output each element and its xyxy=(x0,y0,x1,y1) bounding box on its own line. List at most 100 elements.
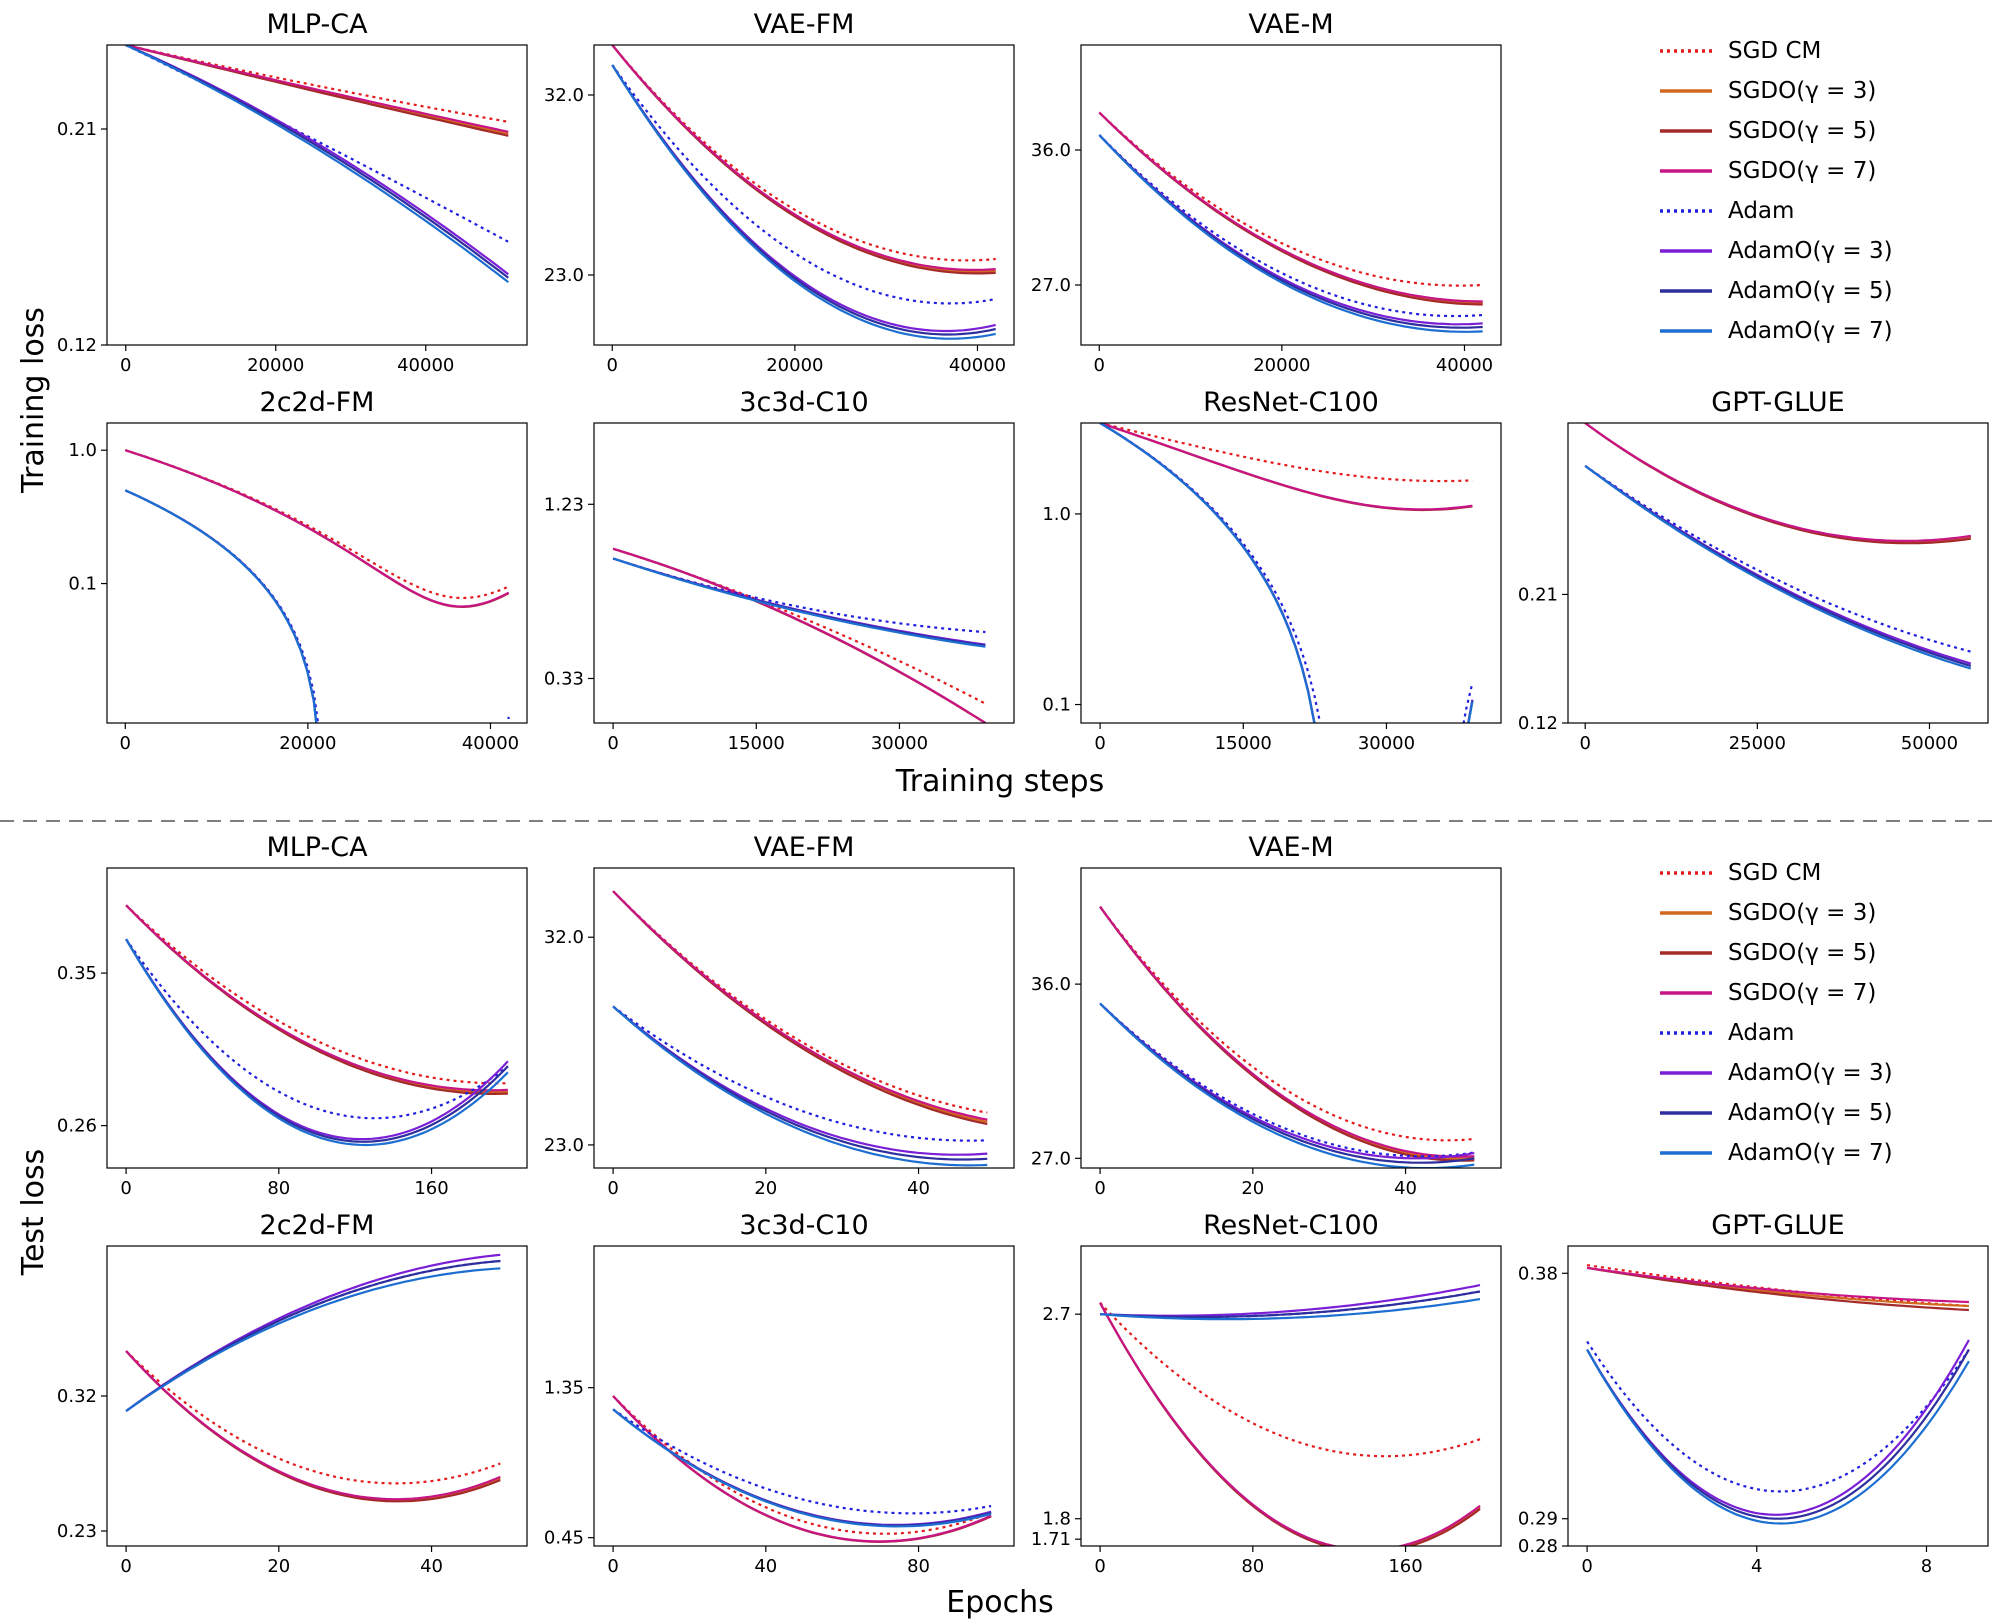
panel-title: 2c2d-FM xyxy=(260,1210,375,1241)
axes-frame xyxy=(1080,422,1502,724)
x-tick-label: 0 xyxy=(120,1178,131,1199)
x-tick-label: 20000 xyxy=(279,733,336,754)
axes-frame xyxy=(593,44,1015,346)
x-tick-label: 15000 xyxy=(728,733,785,754)
panel-5: ResNet-C100 0 15000 30000 1.0 0.1 xyxy=(1042,387,1502,754)
legend-label: SGD CM xyxy=(1728,860,1821,886)
x-tick-label: 20 xyxy=(1241,1178,1264,1199)
series-adamo-7- xyxy=(612,1408,992,1528)
x-tick-label: 160 xyxy=(1388,1556,1422,1577)
series-adamo-7- xyxy=(612,557,986,648)
series-sgdo-3- xyxy=(1099,1302,1481,1546)
y-tick-label: 36.0 xyxy=(1031,974,1071,995)
axes-frame xyxy=(1080,867,1502,1169)
series-adamo-5- xyxy=(1584,465,1972,667)
series-adamo-3- xyxy=(1098,134,1483,326)
series-adamo-7- xyxy=(611,64,996,340)
series-sgdo-7- xyxy=(612,890,988,1121)
x-tick-label: 4 xyxy=(1751,1556,1762,1577)
y-tick-label: 1.35 xyxy=(544,1378,584,1399)
panel-title: VAE-M xyxy=(1248,9,1333,40)
x-tick-label: 8 xyxy=(1921,1556,1932,1577)
y-tick-label: 36.0 xyxy=(1031,140,1071,161)
series-sgd-cm xyxy=(125,1350,501,1485)
legend-label: AdamO(γ = 7) xyxy=(1728,1140,1893,1166)
series-sgd-cm xyxy=(1098,111,1483,287)
y-tick-label: 0.32 xyxy=(57,1386,97,1407)
legend-label: SGDO(γ = 5) xyxy=(1728,118,1876,144)
x-tick-label: 80 xyxy=(1241,1556,1264,1577)
series-sgd-cm xyxy=(612,890,988,1114)
panel-2: VAE-M 0 20000 40000 36.0 27.0 xyxy=(1031,9,1502,376)
series-sgdo-7- xyxy=(125,45,509,133)
series-sgdo-7- xyxy=(125,1350,501,1501)
x-tick-label: 40 xyxy=(907,1178,930,1199)
series-sgdo-7- xyxy=(612,1395,992,1543)
panel-4: 3c3d-C10 0 15000 30000 1.23 0.33 xyxy=(544,387,1015,754)
series-sgdo-3- xyxy=(612,890,988,1123)
axes-frame xyxy=(106,44,528,346)
legends-layer: SGD CM SGDO(γ = 3) SGDO(γ = 5) SGDO(γ = 7) A… xyxy=(1660,38,1893,1166)
x-tick-label: 20 xyxy=(267,1556,290,1577)
x-tick-label: 0 xyxy=(120,355,131,376)
y-tick-label: 0.33 xyxy=(544,668,584,689)
x-tick-label: 20000 xyxy=(1253,355,1310,376)
series-adamo-5- xyxy=(612,557,986,647)
series-adamo-5- xyxy=(1100,1290,1481,1319)
series-sgdo-5- xyxy=(612,1395,992,1543)
series-sgdo-7- xyxy=(612,547,986,723)
series-adamo-5- xyxy=(612,1408,992,1527)
series-adamo-7- xyxy=(1586,1349,1970,1525)
x-tick-label: 80 xyxy=(267,1178,290,1199)
y-tick-label: 32.0 xyxy=(544,85,584,106)
panel-title: MLP-CA xyxy=(266,9,368,40)
panel-0: MLP-CA 0 20000 40000 0.21 0.12 xyxy=(57,9,528,376)
series-sgdo-3- xyxy=(611,45,996,273)
series-layer xyxy=(1099,423,1474,723)
panel-8: VAE-FM 0 20 40 32.0 23.0 xyxy=(544,832,1015,1199)
axes-frame xyxy=(106,422,528,724)
y-tick-label: 27.0 xyxy=(1031,275,1071,296)
series-layer xyxy=(1584,423,1972,670)
x-tick-label: 40 xyxy=(754,1556,777,1577)
series-sgdo-5- xyxy=(612,890,988,1126)
series-adam xyxy=(1584,464,1972,653)
series-sgdo-7- xyxy=(611,45,996,271)
series-adamo-3- xyxy=(1584,465,1972,665)
x-tick-label: 0 xyxy=(607,1178,618,1199)
y-tick-label: 0.21 xyxy=(57,119,97,140)
legend-label: AdamO(γ = 5) xyxy=(1728,1100,1893,1126)
x-tick-label: 0 xyxy=(1094,733,1105,754)
legend-label: AdamO(γ = 5) xyxy=(1728,278,1893,304)
series-layer xyxy=(612,547,986,723)
series-adamo-5- xyxy=(1099,423,1474,723)
y-tick-label: 27.0 xyxy=(1031,1148,1071,1169)
series-adamo-7- xyxy=(1098,134,1483,333)
legend-label: SGDO(γ = 7) xyxy=(1728,980,1876,1006)
series-adamo-3- xyxy=(125,1253,501,1412)
y-tick-label: 0.1 xyxy=(1042,695,1071,716)
legend-label: AdamO(γ = 3) xyxy=(1728,1060,1893,1086)
series-sgdo-7- xyxy=(1099,423,1473,511)
series-sgd-cm xyxy=(1099,906,1475,1142)
series-sgd-cm xyxy=(1586,1264,1969,1308)
series-adamo-7- xyxy=(125,1267,501,1412)
panel-title: GPT-GLUE xyxy=(1711,387,1844,418)
series-sgdo-7- xyxy=(1099,1302,1481,1546)
x-tick-label: 40 xyxy=(420,1556,443,1577)
series-adamo-5- xyxy=(125,1259,501,1412)
series-sgdo-5- xyxy=(1584,423,1971,545)
y-tick-label: 32.0 xyxy=(544,927,584,948)
axes-frame xyxy=(106,867,528,1169)
x-tick-label: 0 xyxy=(607,355,618,376)
series-adamo-7- xyxy=(1100,1298,1481,1321)
y-tick-label: 0.12 xyxy=(1518,713,1558,734)
series-sgdo-5- xyxy=(611,45,996,275)
panel-10: 2c2d-FM 0 20 40 0.32 0.23 xyxy=(57,1210,528,1577)
panel-title: 2c2d-FM xyxy=(260,387,375,418)
axes-frame xyxy=(1080,44,1502,346)
panel-title: GPT-GLUE xyxy=(1711,1210,1844,1241)
series-sgdo-3- xyxy=(1098,111,1483,305)
series-adamo-3- xyxy=(612,1005,988,1156)
